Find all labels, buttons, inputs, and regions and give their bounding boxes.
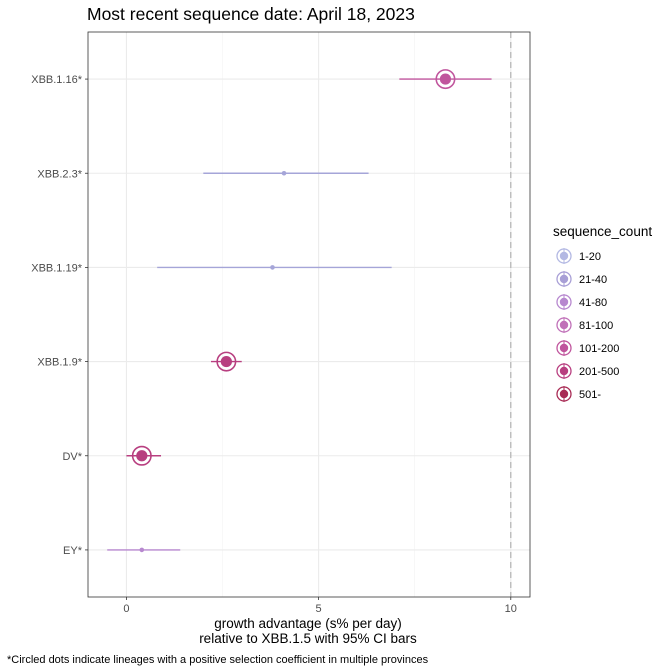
point-ring	[216, 351, 237, 372]
point-dot	[270, 265, 275, 270]
y-tick-labels: XBB.1.16* XBB.2.3* XBB.1.19* XBB.1.9* DV* EY*	[31, 74, 88, 557]
x-tick-label: 0	[123, 603, 129, 615]
legend-key-ring	[556, 317, 572, 333]
x-axis-title-line2: relative to XBB.1.5 with 95% CI bars	[199, 631, 417, 646]
legend-label: 501-	[579, 389, 601, 401]
y-tick-label: XBB.1.9*	[37, 357, 82, 369]
legend-label: 81-100	[579, 320, 613, 332]
legend-key-ring	[556, 386, 572, 402]
legend-key-dot	[559, 343, 569, 353]
y-tick-label: XBB.1.19*	[31, 262, 82, 274]
legend-label: 101-200	[579, 343, 619, 355]
point-ring	[131, 445, 152, 466]
data-point-ey-	[107, 547, 181, 553]
point-dot	[439, 73, 452, 85]
legend-key-dot	[559, 366, 569, 376]
legend-entry: 81-100	[556, 317, 613, 333]
legend-entry: 101-200	[556, 340, 619, 356]
legend-entry: 501-	[556, 386, 601, 402]
data-point-xbb-2-3-	[203, 170, 369, 176]
data-point-xbb-1-16-	[399, 69, 492, 90]
point-dot	[220, 355, 232, 368]
legend-key-dot	[559, 297, 569, 307]
y-tick-label: DV*	[62, 451, 82, 463]
legend-key-dot	[559, 389, 569, 399]
y-tick-label: EY*	[63, 545, 83, 557]
legend-key-ring	[556, 363, 572, 379]
legend-key-dot	[559, 320, 569, 330]
legend-key-ring	[556, 271, 572, 287]
point-ring	[435, 69, 456, 90]
legend-key-ring	[556, 340, 572, 356]
y-tick-label: XBB.2.3*	[37, 168, 82, 180]
panel-border	[87, 31, 531, 598]
x-tick-labels: 0 5 10	[123, 597, 517, 615]
plot-panel	[87, 31, 531, 598]
legend-key-dot	[559, 251, 569, 261]
data-point-xbb-1-19-	[157, 265, 392, 270]
legend-entry: 201-500	[556, 363, 619, 379]
x-axis-title-line1: growth advantage (s% per day)	[214, 616, 402, 631]
chart-caption: *Circled dots indicate lineages with a p…	[7, 654, 429, 666]
legend-label: 1-20	[579, 251, 601, 263]
panel-background	[88, 32, 530, 597]
x-tick-label: 5	[316, 603, 322, 615]
data-point-xbb-1-9-	[210, 351, 242, 372]
legend-entry: 21-40	[556, 271, 607, 287]
data-point-dv-	[126, 445, 162, 466]
legend-key-ring	[556, 248, 572, 264]
point-dot	[139, 547, 145, 553]
point-dot	[281, 170, 287, 176]
legend-entry: 41-80	[556, 294, 607, 310]
y-tick-label: XBB.1.16*	[31, 74, 82, 86]
legend-key-dot	[559, 274, 569, 284]
legend-label: 41-80	[579, 297, 607, 309]
x-tick-label: 10	[505, 603, 517, 615]
chart-title: Most recent sequence date: April 18, 202…	[87, 4, 415, 24]
legend-label: 201-500	[579, 366, 619, 378]
legend-title: sequence_count	[553, 224, 652, 239]
data-marks	[107, 69, 492, 553]
legend-key-ring	[556, 294, 572, 310]
point-dot	[136, 450, 148, 462]
legend-entry: 1-20	[556, 248, 601, 264]
legend-label: 21-40	[579, 274, 607, 286]
legend: 1-20 21-40 41-80 81-100 101-200 201-500 501-	[556, 248, 619, 402]
